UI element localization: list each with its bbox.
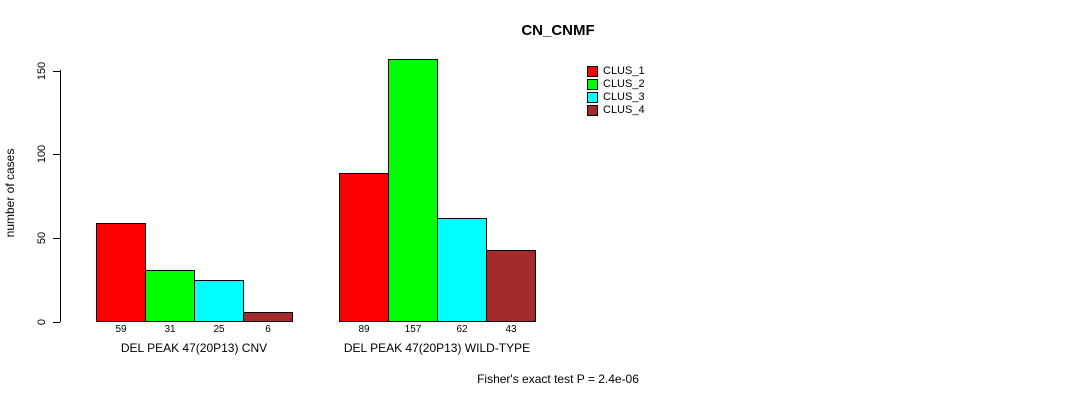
legend: CLUS_1 CLUS_2 CLUS_3 CLUS_4 xyxy=(587,66,645,116)
category-label-group2: DEL PEAK 47(20P13) WILD-TYPE xyxy=(343,341,531,355)
y-axis-title: number of cases xyxy=(3,148,17,238)
bar-clus_2-group2 xyxy=(388,59,438,322)
legend-swatch-icon xyxy=(587,66,598,77)
bar-clus_1-group1 xyxy=(96,223,146,322)
bar-clus_2-group1 xyxy=(145,270,195,322)
legend-swatch-icon xyxy=(587,105,598,116)
legend-item-clus_4: CLUS_4 xyxy=(587,105,645,116)
y-axis-tick-label: 0 xyxy=(36,318,48,326)
bar-value-label: 62 xyxy=(456,324,468,335)
bar-value-label: 43 xyxy=(505,324,517,335)
y-axis-tick xyxy=(53,238,60,239)
legend-swatch-icon xyxy=(587,92,598,103)
legend-swatch-icon xyxy=(587,79,598,90)
bar-value-label: 59 xyxy=(115,324,127,335)
chart-title: CN_CNMF xyxy=(521,22,595,39)
bar-clus_4-group2 xyxy=(486,250,536,322)
y-axis-tick xyxy=(53,154,60,155)
bar-clus_3-group1 xyxy=(194,280,244,322)
y-axis-tick xyxy=(53,71,60,72)
bar-value-label: 6 xyxy=(265,324,271,335)
legend-item-clus_3: CLUS_3 xyxy=(587,92,645,103)
y-axis-tick xyxy=(53,322,60,323)
bar-value-label: 31 xyxy=(164,324,176,335)
legend-label: CLUS_1 xyxy=(603,65,645,77)
category-label-group1: DEL PEAK 47(20P13) CNV xyxy=(120,341,268,355)
y-axis-line xyxy=(60,70,61,322)
bar-clus_1-group2 xyxy=(339,173,389,322)
legend-label: CLUS_4 xyxy=(603,104,645,116)
legend-item-clus_1: CLUS_1 xyxy=(587,66,645,77)
y-axis-tick-label: 50 xyxy=(36,231,48,245)
bar-clus_4-group1 xyxy=(243,312,293,322)
legend-item-clus_2: CLUS_2 xyxy=(587,79,645,90)
legend-label: CLUS_3 xyxy=(603,91,645,103)
legend-label: CLUS_2 xyxy=(603,78,645,90)
fisher-test-annotation: Fisher's exact test P = 2.4e-06 xyxy=(477,372,639,386)
y-axis-tick-label: 150 xyxy=(36,61,48,81)
bar-value-label: 25 xyxy=(213,324,225,335)
bar-clus_3-group2 xyxy=(437,218,487,322)
y-axis-tick-label: 100 xyxy=(36,144,48,164)
bar-value-label: 157 xyxy=(404,324,422,335)
bar-value-label: 89 xyxy=(358,324,370,335)
